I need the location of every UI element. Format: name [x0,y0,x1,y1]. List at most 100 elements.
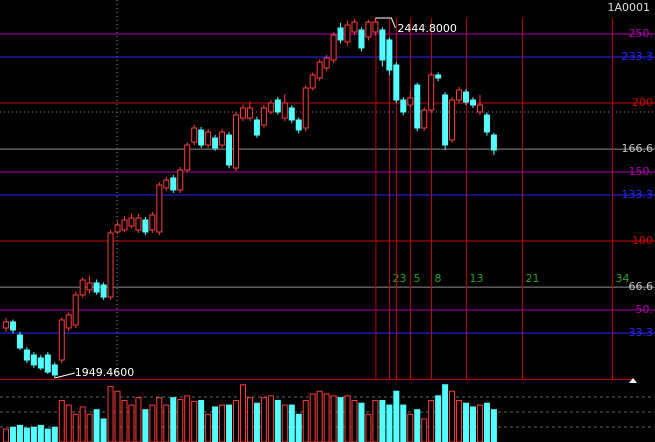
volume-bar [100,418,107,442]
candle-body [212,137,219,149]
candle-body [483,114,490,133]
volume-bar [93,409,100,442]
candle-body [226,134,233,166]
candle-body [107,232,114,298]
volume-bar [421,418,428,442]
volume-bar [449,390,456,442]
volume-bar [337,397,344,442]
volume-bar [442,384,449,442]
volume-bar [260,397,267,442]
volume-bar [323,393,330,442]
cycle-label: 8 [435,272,442,285]
cycle-label: 34 [616,272,630,285]
candle-body [260,107,267,126]
volume-bar [281,404,288,442]
volume-bar [233,399,240,442]
y2-tick-label: 33.3 [629,326,654,339]
volume-bar [226,404,233,442]
volume-bar [16,424,23,442]
volume-bar [239,384,246,442]
volume-bar [414,409,421,442]
chart-title: 1A0001 [607,1,650,14]
marker [629,378,637,383]
volume-bar [365,413,372,442]
candle-body [309,74,316,89]
y2-tick-label: 150. [629,165,654,178]
volume-bar [198,399,205,442]
candle-body [121,219,128,231]
volume-bar [121,399,128,442]
candle-body [9,321,16,331]
candle-body [463,91,470,103]
volume-bar [476,404,483,442]
candle-body [442,94,449,146]
volume-bar [428,399,435,442]
title-box [606,1,654,15]
volume-bar [330,395,337,442]
candle-body [337,27,344,41]
volume-bar [184,395,191,442]
candle-body [233,114,240,169]
leader-line [54,372,75,379]
volume-bar [44,428,51,442]
candle-body [428,74,435,111]
cycle-label: 3 [400,272,407,285]
candle-body [93,282,100,293]
candle-body [393,64,400,101]
cycle-label: 13 [470,272,484,285]
candle-body [469,99,476,106]
candle-body [421,109,428,129]
volume-bar [372,399,379,442]
candle-body [86,282,93,291]
volume-bar [253,402,260,442]
y2-tick-label: 50. [636,303,654,316]
candle-body [456,89,463,101]
candle-body [281,102,288,119]
volume-bar [219,404,226,442]
volume-bar [58,399,65,442]
candle-body [114,224,121,233]
volume-bar [191,400,198,442]
candle-body [72,294,79,326]
volume-bar [379,399,386,442]
leader-line [375,17,396,29]
volume-bar [400,404,407,442]
candle-body [205,131,212,146]
candle-body [316,61,323,79]
cycle-label: 5 [414,272,421,285]
volume-bar [9,426,16,442]
volume-bar [163,404,170,442]
volume-bar [170,397,177,442]
volume-bar [456,399,463,442]
volume-bar [79,406,86,442]
candle-body [30,354,37,366]
candle-body [295,119,302,131]
volume-bar [358,402,365,442]
candle-body [163,179,170,189]
candle-body [302,87,309,129]
volume-bar [107,386,114,442]
candle-body [79,279,86,296]
candle-body [58,319,65,361]
candle-body [184,144,191,171]
candle-body [372,21,379,33]
candle-body [274,99,281,113]
candle-body [267,102,274,113]
candle-body [65,314,72,329]
candle-body [177,169,184,191]
volume-bar [316,390,323,442]
volume-bar [344,395,351,442]
volume-bar [309,393,316,442]
low-label: 1949.4600 [75,366,135,379]
volume-bar [393,390,400,442]
volume-bar [302,399,309,442]
volume-bar [177,399,184,442]
candle-body [128,217,135,227]
candle-body [219,131,226,146]
y2-tick-label: 100 [632,234,653,247]
volume-bar [274,399,281,442]
candle-body [351,21,358,33]
candle-body [407,97,414,106]
volume-bar [407,413,414,442]
